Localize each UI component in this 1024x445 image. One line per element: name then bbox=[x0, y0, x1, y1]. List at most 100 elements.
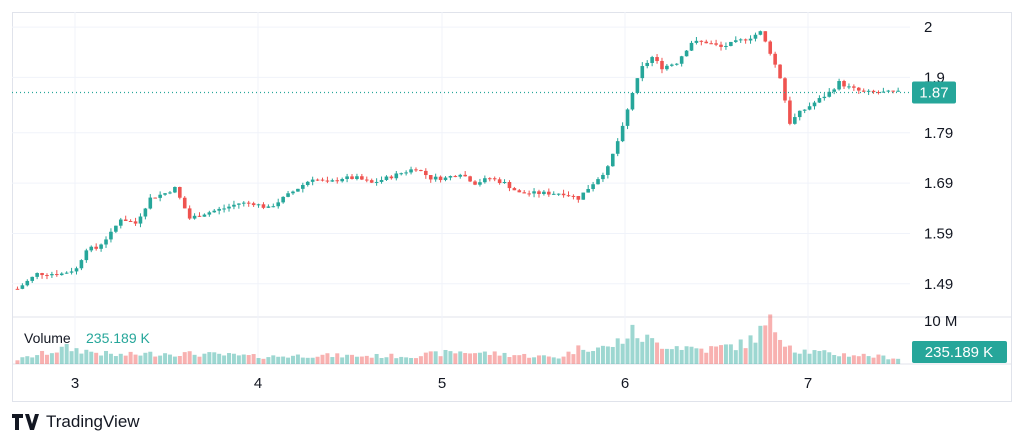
candle-body bbox=[847, 86, 851, 88]
volume-bar bbox=[197, 356, 202, 364]
volume-bar bbox=[645, 334, 650, 364]
candle-body bbox=[547, 191, 551, 195]
volume-bar bbox=[266, 357, 271, 364]
candle-body bbox=[197, 215, 202, 217]
candle-body bbox=[448, 176, 453, 178]
candle-body bbox=[291, 191, 295, 194]
candle-body bbox=[807, 106, 812, 110]
candle-body bbox=[404, 172, 408, 174]
candle-body bbox=[330, 180, 335, 182]
volume-bar bbox=[295, 354, 300, 364]
price-tick-label: 1.49 bbox=[924, 276, 953, 293]
candle-body bbox=[522, 192, 527, 194]
candle-body bbox=[227, 206, 231, 209]
candle-body bbox=[369, 180, 374, 183]
volume-bar bbox=[354, 356, 359, 364]
volume-bar bbox=[468, 353, 473, 364]
candle-body bbox=[517, 190, 522, 193]
volume-bar bbox=[256, 358, 261, 364]
volume-bar bbox=[787, 345, 792, 364]
volume-bar bbox=[748, 335, 753, 364]
volume-bar bbox=[99, 355, 104, 364]
candle-body bbox=[104, 239, 108, 245]
volume-bar bbox=[802, 349, 807, 364]
volume-bar bbox=[379, 357, 384, 364]
candle-body bbox=[84, 250, 89, 261]
candle-body bbox=[891, 90, 896, 92]
candle-body bbox=[364, 179, 369, 181]
candle-body bbox=[301, 184, 305, 189]
volume-bar bbox=[650, 338, 655, 364]
volume-bar bbox=[881, 355, 886, 364]
volume-bar bbox=[876, 354, 881, 364]
candle-body bbox=[296, 188, 300, 192]
volume-bar bbox=[522, 353, 527, 364]
candle-body bbox=[123, 219, 128, 221]
volume-bar bbox=[591, 351, 596, 364]
candle-body bbox=[463, 174, 467, 177]
candle-body bbox=[793, 117, 797, 124]
volume-bar bbox=[286, 357, 291, 364]
candle-body bbox=[163, 193, 167, 195]
candle-body bbox=[414, 169, 418, 171]
volume-bar bbox=[861, 353, 866, 364]
volume-bar bbox=[453, 353, 458, 364]
volume-bar bbox=[753, 342, 758, 364]
volume-bar bbox=[182, 352, 187, 364]
candle-body bbox=[655, 57, 659, 61]
candle-body bbox=[315, 179, 320, 181]
candle-body bbox=[497, 179, 502, 184]
volume-bar bbox=[374, 353, 379, 364]
volume-bar bbox=[399, 356, 404, 364]
volume-bar bbox=[389, 353, 394, 364]
volume-bar bbox=[35, 355, 40, 364]
candle-body bbox=[822, 96, 827, 99]
volume-bar bbox=[610, 346, 615, 364]
candle-body bbox=[556, 193, 561, 195]
candle-body bbox=[409, 169, 413, 173]
candle-body bbox=[394, 173, 399, 179]
volume-bar bbox=[664, 348, 669, 364]
candle-body bbox=[192, 215, 197, 219]
candle-body bbox=[670, 64, 674, 66]
volume-bar bbox=[832, 355, 837, 364]
candle-body bbox=[79, 260, 84, 269]
candle-body bbox=[660, 60, 664, 70]
candle-body bbox=[143, 208, 148, 217]
volume-bar bbox=[605, 346, 610, 364]
candle-body bbox=[842, 81, 846, 87]
candle-body bbox=[355, 176, 359, 180]
candle-body bbox=[512, 188, 517, 191]
candle-body bbox=[783, 78, 787, 101]
tradingview-logo-icon bbox=[12, 414, 39, 430]
candle-body bbox=[684, 50, 689, 57]
volume-bar bbox=[630, 324, 635, 364]
last-price-badge bbox=[912, 81, 956, 104]
volume-bar bbox=[413, 358, 418, 364]
volume-bar bbox=[871, 357, 876, 364]
candle-body bbox=[207, 212, 212, 215]
candle-body bbox=[266, 206, 271, 208]
volume-bar bbox=[359, 356, 364, 364]
volume-bar bbox=[271, 355, 276, 364]
volume-bar bbox=[438, 356, 443, 364]
candle-body bbox=[310, 179, 315, 182]
tradingview-logo[interactable]: TradingView bbox=[12, 412, 140, 432]
candle-body bbox=[478, 182, 482, 185]
candle-body bbox=[797, 110, 802, 118]
candle-body bbox=[246, 202, 251, 204]
volume-bar bbox=[856, 356, 861, 364]
candle-body bbox=[89, 246, 94, 251]
candle-body bbox=[182, 197, 187, 209]
volume-bar bbox=[20, 357, 25, 364]
volume-bar bbox=[59, 346, 64, 364]
volume-bar bbox=[163, 353, 168, 364]
volume-bar bbox=[723, 344, 728, 364]
candle-body bbox=[428, 175, 433, 180]
candle-body bbox=[576, 196, 581, 200]
candle-body bbox=[714, 43, 718, 45]
candle-body bbox=[118, 219, 123, 226]
volume-bar bbox=[108, 353, 113, 364]
candle-body bbox=[674, 63, 679, 65]
